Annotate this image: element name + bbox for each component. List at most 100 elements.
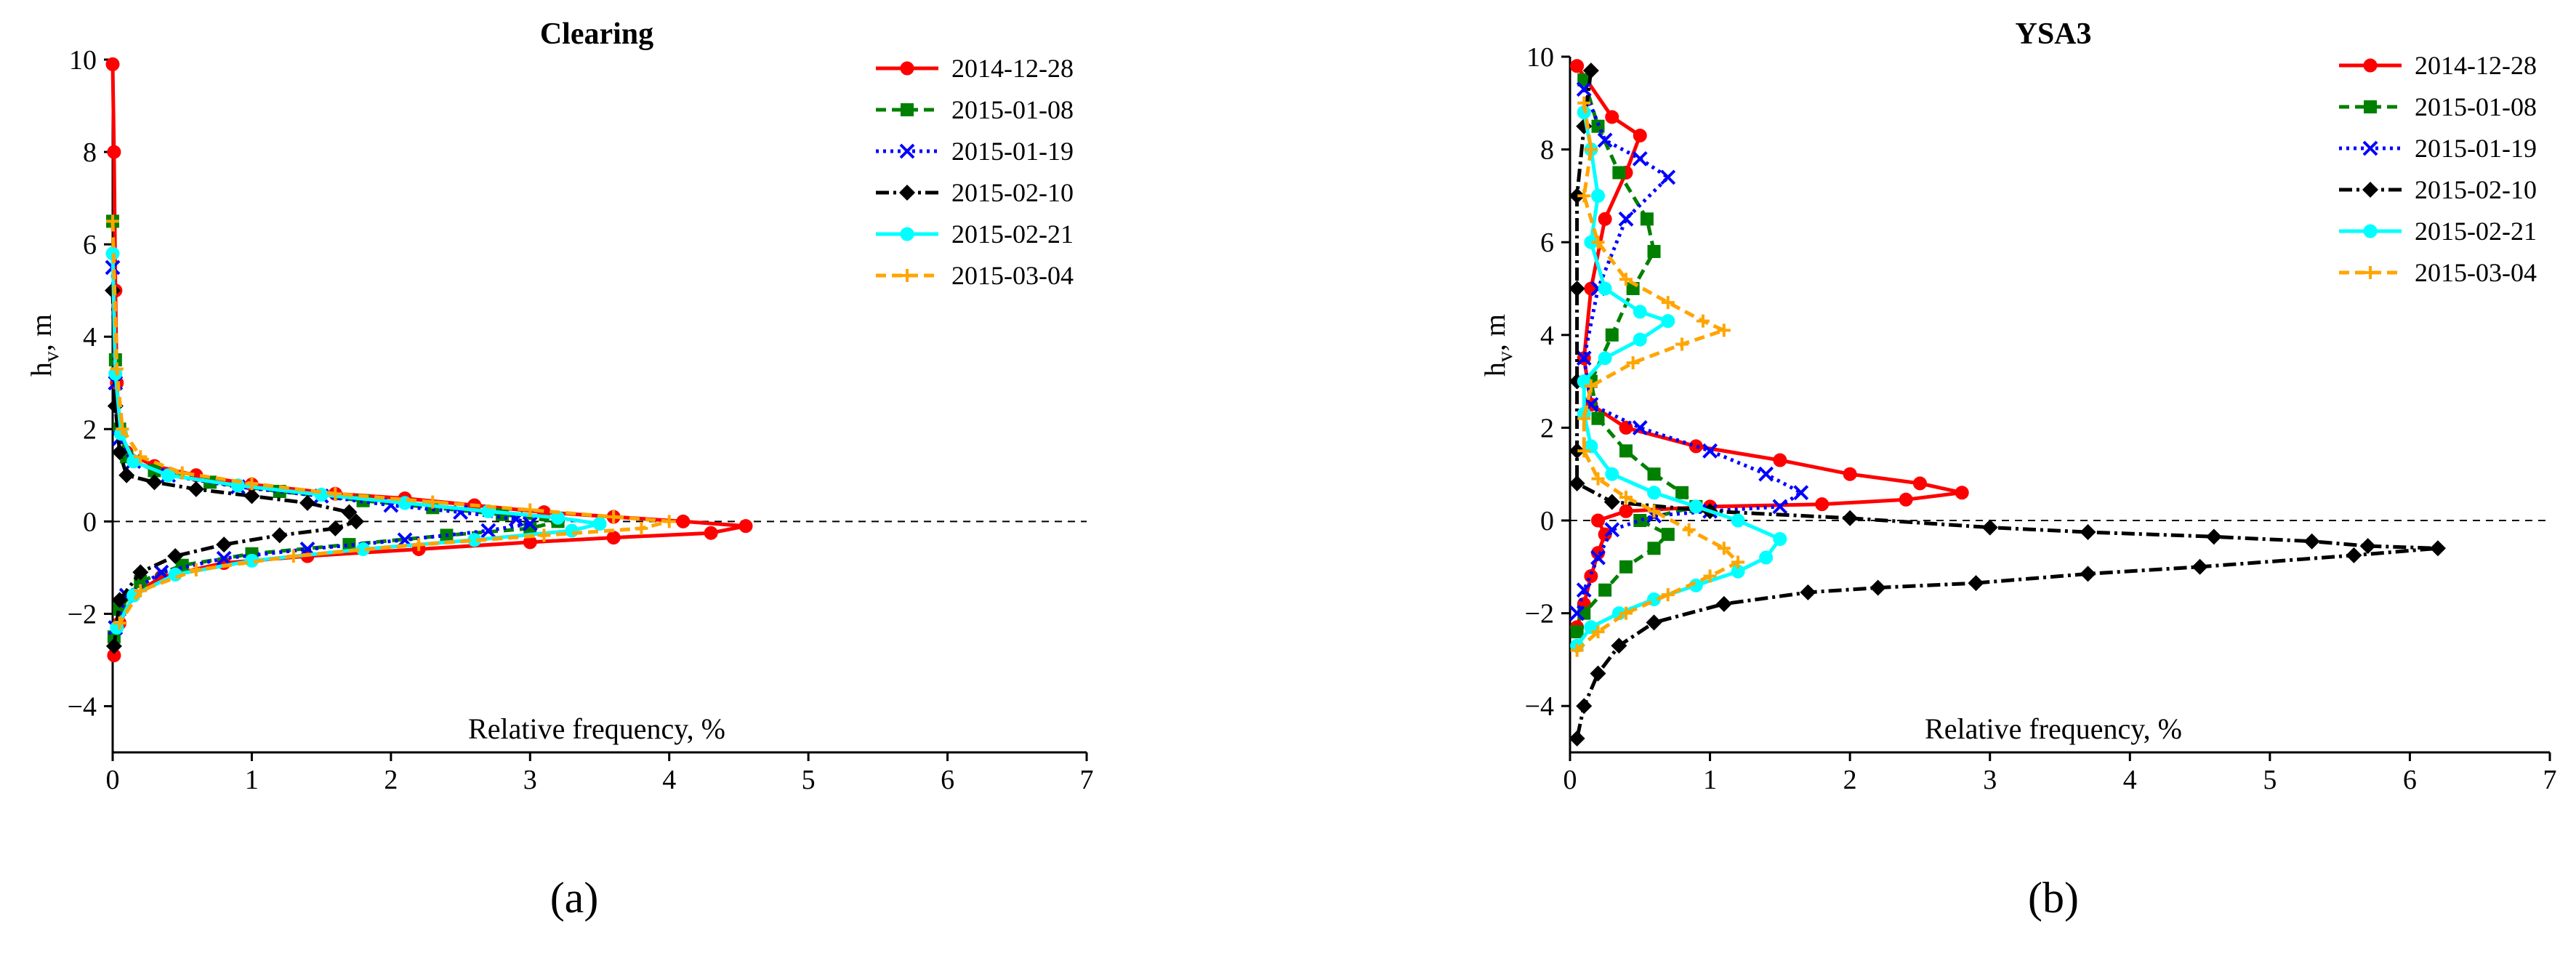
y-axis-label-b: hv, m (1478, 314, 1517, 377)
data-point (1582, 63, 1599, 79)
x-tick-label: 1 (1703, 765, 1717, 795)
data-point (607, 510, 621, 523)
data-point (175, 466, 189, 480)
y-ticks-b: −4 −2 0 2 4 6 8 10 (1525, 42, 1570, 722)
data-point (161, 468, 176, 483)
legend-label: 2015-01-19 (951, 137, 1074, 166)
data-point (1815, 497, 1830, 512)
data-point (1731, 513, 1745, 528)
data-point (1899, 492, 1913, 507)
legend-label: 2015-03-04 (951, 261, 1074, 290)
legend-marker (901, 103, 914, 116)
data-point (1569, 475, 1585, 491)
data-point (1577, 96, 1591, 110)
data-point (1591, 411, 1605, 425)
legend-label: 2015-02-21 (2415, 217, 2537, 246)
data-point (1612, 166, 1626, 180)
data-point (1647, 467, 1661, 481)
data-point (2346, 547, 2362, 563)
legend-b: 2014-12-28 2015-01-08 2015-01-19 2015-02-10… (2339, 51, 2537, 287)
series-line (110, 290, 358, 647)
data-point (2205, 528, 2222, 545)
data-point (1605, 328, 1619, 342)
data-point (1661, 296, 1675, 310)
x-tick-label: 4 (2123, 765, 2137, 795)
data-point (1576, 698, 1593, 715)
data-point (1800, 584, 1816, 600)
data-point (1584, 379, 1598, 393)
data-point (1633, 514, 1647, 527)
data-point (1689, 439, 1703, 454)
series-2015-03-04 (1570, 96, 1745, 657)
legend-label: 2014-12-28 (951, 54, 1074, 83)
data-point (662, 515, 676, 528)
legend-item: 2015-02-21 (876, 220, 1074, 249)
data-point (299, 494, 315, 511)
series-group-b (1569, 59, 2446, 747)
data-point (111, 444, 128, 461)
data-point (1590, 665, 1606, 682)
data-point (106, 214, 119, 228)
data-point (1576, 350, 1592, 366)
x-tick-label: 5 (802, 765, 816, 795)
data-point (1632, 419, 1648, 435)
x-tick-label: 1 (245, 765, 259, 795)
legend-item: 2015-01-08 (2339, 92, 2537, 121)
data-point (565, 523, 579, 538)
chart-clearing: Clearing 0 1 2 3 4 5 6 7 −4 −2 0 2 4 6 8 10 Relative f… (25, 17, 1094, 922)
data-point (1570, 643, 1584, 657)
legend-item: 2015-01-08 (876, 95, 1074, 124)
legend-label: 2015-01-19 (2415, 134, 2537, 163)
data-point (1869, 579, 1886, 596)
data-point (1591, 625, 1605, 639)
x-axis-label-b: Relative frequency, % (1925, 712, 2182, 745)
data-point (412, 538, 426, 552)
y-tick-label: 4 (1540, 321, 1554, 351)
data-point (189, 563, 203, 577)
data-point (1731, 555, 1745, 569)
data-point (537, 528, 551, 542)
data-point (1717, 323, 1731, 337)
data-point (188, 480, 204, 497)
legend-item: 2015-01-19 (2339, 134, 2537, 163)
data-point (1758, 466, 1774, 482)
x-tick-label: 7 (1080, 765, 1094, 795)
data-point (1569, 443, 1585, 459)
x-tick-label: 6 (941, 765, 954, 795)
data-point (1577, 606, 1591, 620)
data-point (1661, 588, 1675, 602)
legend-item: 2015-02-10 (876, 178, 1074, 207)
y-tick-label: 6 (1540, 228, 1554, 258)
y-tick-label: 8 (1540, 135, 1554, 166)
data-point (1597, 132, 1613, 148)
data-point (1633, 128, 1647, 142)
data-point (523, 503, 537, 517)
legend-a: 2014-12-28 2015-01-08 2015-01-19 2015-02-10… (876, 54, 1074, 290)
data-point (1591, 472, 1605, 486)
y-tick-label: 0 (1540, 506, 1554, 536)
data-point (1569, 281, 1585, 297)
x-tick-label: 6 (2403, 765, 2417, 795)
data-point (1570, 625, 1584, 639)
data-point (1715, 595, 1732, 612)
x-tick-label: 2 (1843, 765, 1857, 795)
series-line (110, 221, 672, 624)
data-point (216, 550, 232, 566)
series-2015-02-10 (105, 282, 364, 654)
y-tick-label: −4 (1525, 691, 1554, 722)
y-tick-label: 8 (83, 137, 97, 168)
data-point (1611, 638, 1627, 654)
data-point (113, 616, 126, 630)
legend-marker (2362, 182, 2378, 198)
x-tick-label: 2 (384, 765, 398, 795)
data-point (153, 564, 169, 580)
data-point (704, 526, 718, 540)
data-point (1569, 730, 1585, 747)
legend-marker (900, 61, 914, 76)
data-point (327, 520, 344, 536)
data-point (1577, 73, 1591, 87)
x-tick-label: 3 (1983, 765, 1997, 795)
data-point (1793, 485, 1809, 501)
data-point (1590, 550, 1606, 566)
